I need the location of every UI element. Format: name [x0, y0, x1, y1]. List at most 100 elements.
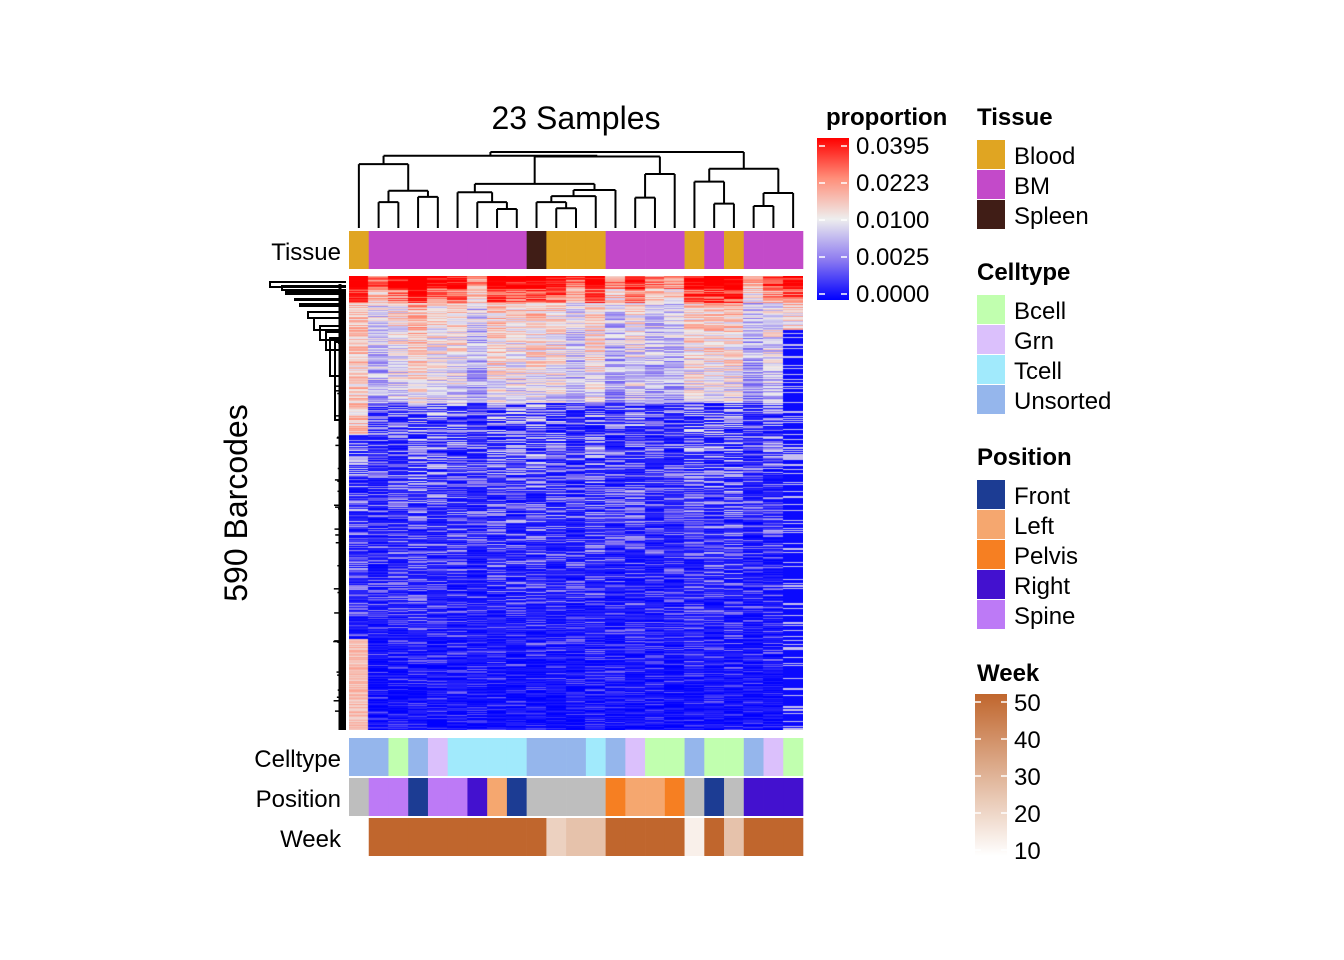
dendrogram-branch — [319, 325, 346, 341]
position-cell — [566, 778, 587, 816]
dendrogram-branch — [329, 337, 346, 377]
week-cell — [704, 818, 725, 856]
legend-label: Spine — [1014, 603, 1075, 630]
chart-title: 23 Samples — [492, 100, 661, 136]
position-cell — [743, 778, 764, 816]
legend-swatch — [977, 325, 1005, 354]
week-cell — [408, 818, 429, 856]
legend-label: BM — [1014, 173, 1050, 200]
celltype-cell — [585, 738, 606, 776]
celltype-cell — [724, 738, 745, 776]
legend-label: Right — [1014, 573, 1070, 600]
position-cell — [664, 778, 685, 816]
week-cell — [645, 818, 666, 856]
celltype-cell — [408, 738, 429, 776]
celltype-cell — [467, 738, 488, 776]
celltype-cell — [427, 738, 448, 776]
tissue-cell — [625, 231, 646, 269]
tissue-cell — [467, 231, 488, 269]
dendrogram-dense-leaves — [339, 290, 346, 730]
position-cell — [506, 778, 527, 816]
colorbar-gradient — [817, 138, 849, 300]
legend-title: Week — [977, 660, 1040, 687]
colorbar-ticks: 0.0395 0.0223 0.0100 0.0025 0.0000 — [819, 133, 929, 308]
colorbar-tick-label: 0.0223 — [856, 170, 929, 197]
celltype-cell — [605, 738, 626, 776]
celltype-cell — [645, 738, 666, 776]
legend-swatch — [977, 510, 1005, 539]
annotation-label-week: Week — [280, 826, 342, 853]
position-cell — [368, 778, 389, 816]
dendrogram-branch — [313, 317, 346, 331]
week-tick-label: 10 — [1014, 838, 1041, 865]
y-axis-label: 590 Barcodes — [218, 404, 254, 601]
celltype-cell — [487, 738, 508, 776]
celltype-cell — [664, 738, 685, 776]
week-cell — [605, 818, 626, 856]
position-cell — [724, 778, 745, 816]
legend-swatch — [977, 140, 1005, 169]
tissue-cell — [506, 231, 527, 269]
tissue-cell — [743, 231, 764, 269]
position-cell — [526, 778, 547, 816]
colorbar-tick-label: 0.0395 — [856, 133, 929, 160]
week-cell — [625, 818, 646, 856]
week-cell — [447, 818, 468, 856]
week-tick-label: 20 — [1014, 801, 1041, 828]
week-cell — [566, 818, 587, 856]
week-cell — [783, 818, 804, 856]
week-cell — [684, 818, 705, 856]
position-cell — [447, 778, 468, 816]
week-cell — [467, 818, 488, 856]
legend-label: Unsorted — [1014, 388, 1111, 415]
position-cell — [408, 778, 429, 816]
position-cell — [684, 778, 705, 816]
position-cell — [645, 778, 666, 816]
tissue-cell — [566, 231, 587, 269]
week-tick-label: 40 — [1014, 727, 1041, 754]
legend-label: Grn — [1014, 328, 1054, 355]
tissue-cell — [684, 231, 705, 269]
position-cell — [704, 778, 725, 816]
legend-label: Blood — [1014, 143, 1075, 170]
position-cell — [605, 778, 626, 816]
legend-title: Celltype — [977, 259, 1070, 286]
tissue-cell — [526, 231, 547, 269]
annotation-label-celltype: Celltype — [254, 746, 341, 773]
legend-swatch — [977, 355, 1005, 384]
tissue-cell — [349, 231, 370, 269]
tissue-cell — [447, 231, 468, 269]
celltype-cell — [368, 738, 389, 776]
celltype-cell — [388, 738, 409, 776]
celltype-cell — [546, 738, 567, 776]
week-cell — [743, 818, 764, 856]
week-cell — [585, 818, 606, 856]
bottom-annotation-tracks — [349, 738, 804, 856]
celltype-cell — [704, 738, 725, 776]
position-cell — [427, 778, 448, 816]
dendrogram-branch — [285, 291, 346, 295]
tissue-cell — [664, 231, 685, 269]
colorbar-title: proportion — [826, 104, 947, 131]
week-gradient — [975, 694, 1007, 856]
legend-label: Left — [1014, 513, 1054, 540]
legend-swatch — [977, 170, 1005, 199]
annotation-label-position: Position — [256, 786, 341, 813]
celltype-cell — [783, 738, 804, 776]
week-tick-label: 50 — [1014, 690, 1041, 717]
legend-swatch — [977, 600, 1005, 629]
colorbar-tick-label: 0.0100 — [856, 207, 929, 234]
legend-label: Spleen — [1014, 203, 1089, 230]
celltype-cell — [625, 738, 646, 776]
legend-swatch — [977, 540, 1005, 569]
week-cell — [763, 818, 784, 856]
legend-title: Tissue — [977, 104, 1053, 131]
position-cell — [625, 778, 646, 816]
column-dendrogram — [357, 151, 795, 228]
position-cell — [487, 778, 508, 816]
tissue-cell — [724, 231, 745, 269]
tissue-cell — [704, 231, 725, 269]
tissue-cell — [368, 231, 389, 269]
week-cell — [724, 818, 745, 856]
week-cell — [388, 818, 409, 856]
